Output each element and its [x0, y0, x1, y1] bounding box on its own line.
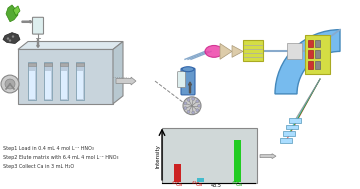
Circle shape: [187, 98, 190, 101]
Polygon shape: [113, 42, 123, 104]
Polygon shape: [6, 5, 18, 22]
Bar: [287, 43, 302, 59]
Circle shape: [5, 79, 15, 89]
Circle shape: [196, 109, 199, 112]
Text: Step2 Elute matrix with 6.4 mL 4 mol L⁻¹ HNO₃: Step2 Elute matrix with 6.4 mL 4 mol L⁻¹…: [3, 155, 118, 160]
Circle shape: [184, 102, 187, 105]
Bar: [29, 71, 35, 99]
Circle shape: [183, 97, 201, 115]
Polygon shape: [232, 46, 243, 57]
Circle shape: [12, 35, 14, 38]
FancyArrow shape: [22, 21, 32, 23]
Bar: [28, 62, 36, 100]
Polygon shape: [220, 43, 232, 59]
Bar: [60, 62, 68, 100]
Text: $^{43}$Ca: $^{43}$Ca: [191, 180, 203, 189]
Bar: [286, 125, 298, 129]
Wedge shape: [275, 30, 340, 94]
Text: Step1 Load in 0.4 mL 4 mol L⁻¹ HNO₃: Step1 Load in 0.4 mL 4 mol L⁻¹ HNO₃: [3, 146, 94, 151]
Text: $^{42}$Ca: $^{42}$Ca: [171, 180, 183, 189]
Ellipse shape: [182, 67, 194, 72]
FancyArrow shape: [116, 77, 136, 85]
Circle shape: [192, 111, 195, 114]
Bar: [28, 63, 36, 66]
Bar: [76, 63, 84, 66]
Bar: [308, 40, 313, 47]
Circle shape: [184, 107, 187, 110]
Bar: [243, 40, 263, 61]
Circle shape: [198, 104, 201, 107]
Text: 43.5: 43.5: [211, 183, 221, 188]
Bar: [76, 62, 84, 100]
FancyArrow shape: [260, 154, 276, 159]
Bar: [315, 40, 320, 47]
Circle shape: [187, 110, 190, 113]
Bar: [60, 63, 68, 66]
Bar: [44, 62, 52, 100]
Bar: [77, 71, 83, 99]
Bar: [308, 61, 313, 69]
Bar: [18, 49, 113, 104]
Text: $^{44}$Ca: $^{44}$Ca: [231, 180, 243, 189]
Circle shape: [7, 37, 9, 40]
Bar: [315, 50, 320, 58]
Bar: [305, 35, 330, 74]
Bar: [315, 61, 320, 69]
Circle shape: [196, 100, 199, 103]
FancyBboxPatch shape: [177, 72, 185, 88]
Circle shape: [1, 75, 19, 93]
Circle shape: [192, 98, 195, 100]
Bar: [234, 140, 241, 182]
Bar: [174, 164, 181, 182]
Bar: [289, 118, 301, 122]
Bar: [61, 71, 67, 99]
Bar: [308, 50, 313, 58]
Polygon shape: [18, 42, 123, 49]
Text: Step3 Collect Ca in 3 mL H₂O: Step3 Collect Ca in 3 mL H₂O: [3, 164, 74, 169]
Polygon shape: [13, 6, 20, 16]
FancyBboxPatch shape: [32, 17, 44, 34]
Bar: [283, 132, 295, 136]
FancyArrow shape: [189, 82, 192, 93]
Bar: [197, 178, 204, 182]
Polygon shape: [3, 33, 20, 43]
Bar: [162, 129, 257, 183]
FancyBboxPatch shape: [181, 68, 195, 95]
Bar: [44, 63, 52, 66]
Ellipse shape: [205, 46, 223, 57]
Circle shape: [9, 39, 11, 42]
Bar: [45, 71, 51, 99]
FancyArrow shape: [37, 40, 39, 47]
Bar: [280, 138, 292, 143]
Text: Intensity: Intensity: [156, 144, 161, 168]
